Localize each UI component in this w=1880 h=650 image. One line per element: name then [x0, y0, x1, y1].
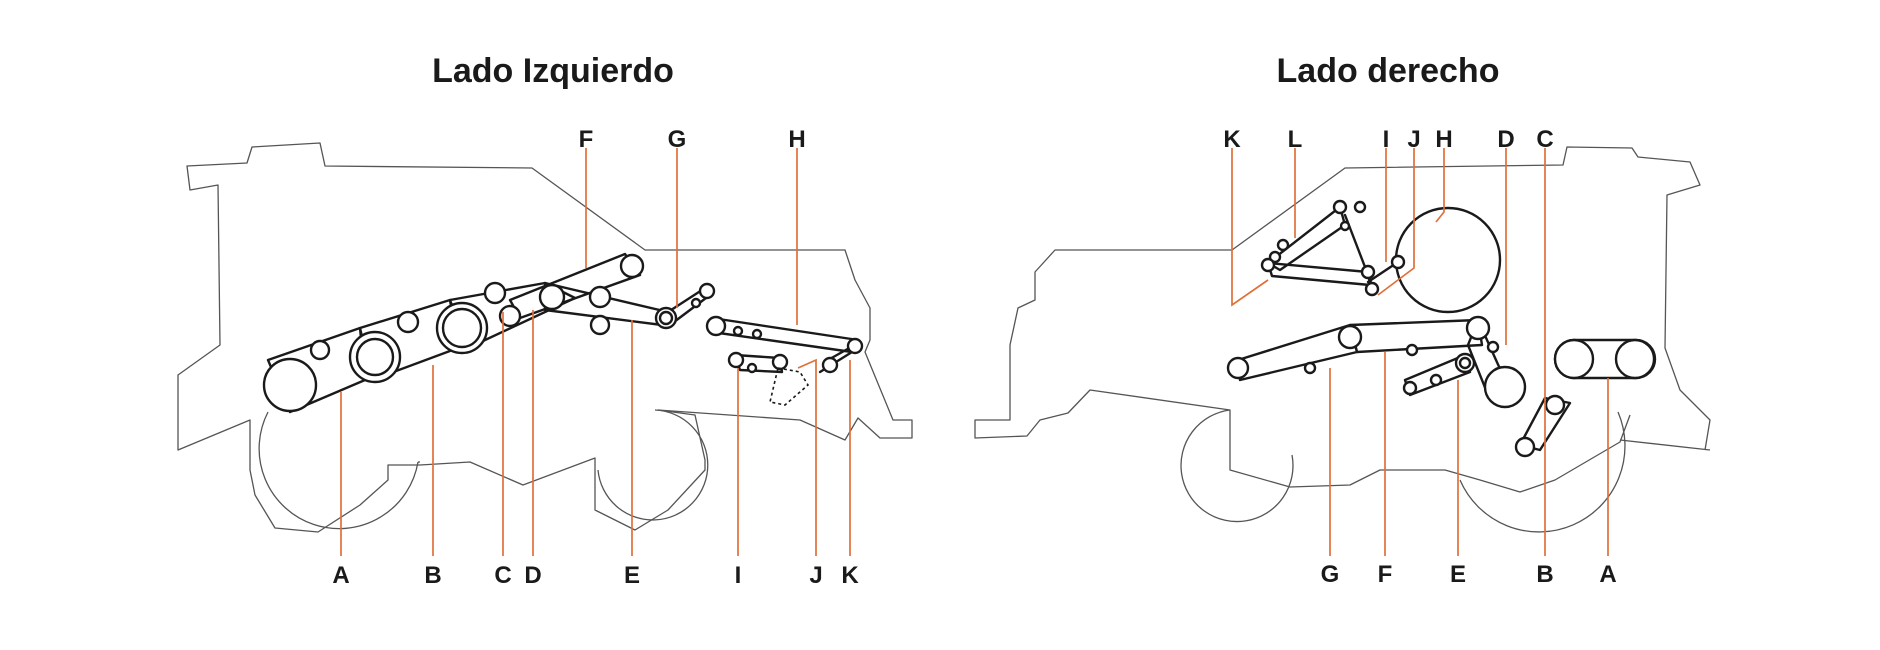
left-pulley-d2 — [538, 283, 566, 311]
right-pulley-e-inner — [1458, 356, 1472, 370]
left-idler-1 — [309, 339, 331, 361]
leader-right-j — [1377, 148, 1415, 296]
leader-left-j — [797, 358, 817, 556]
label-left-d: D — [524, 562, 541, 589]
right-idler-4 — [1332, 199, 1348, 215]
left-rear-wheel-outline — [597, 409, 709, 521]
label-right-g: G — [1321, 561, 1340, 588]
right-pulley-k — [1260, 257, 1276, 273]
label-left-j: J — [809, 562, 822, 589]
label-left-a: A — [332, 562, 349, 589]
left-side-title: Lado Izquierdo — [432, 52, 674, 90]
left-idler-7 — [690, 297, 702, 309]
left-belt-j-dashed — [769, 367, 810, 406]
left-idler-8 — [732, 325, 744, 337]
left-pulley-h2 — [846, 337, 864, 355]
right-idler-11 — [1486, 340, 1500, 354]
right-machine-body-outline — [974, 146, 1711, 493]
label-right-k: K — [1223, 126, 1241, 153]
right-pulley-h — [1394, 206, 1502, 314]
left-pulley-h — [705, 315, 727, 337]
label-right-b: B — [1536, 561, 1553, 588]
left-machine-body-outline — [177, 142, 913, 533]
right-idler-13 — [1402, 380, 1418, 396]
left-idler-10 — [746, 362, 758, 374]
left-belt-h — [710, 316, 860, 354]
left-front-wheel-outline — [258, 411, 419, 530]
right-idler-10 — [1405, 343, 1419, 357]
label-right-d: D — [1497, 126, 1514, 153]
right-idler-3 — [1364, 281, 1380, 297]
label-left-c: C — [494, 562, 511, 589]
left-belt-g — [666, 288, 704, 314]
label-left-b: B — [424, 562, 441, 589]
right-idler-1 — [1390, 254, 1406, 270]
leader-right-h — [1435, 148, 1445, 223]
right-pulley-g — [1226, 356, 1250, 380]
left-idler-5 — [589, 314, 611, 336]
label-right-h: H — [1435, 126, 1452, 153]
left-idler-2 — [396, 310, 420, 334]
right-pulley-b — [1544, 394, 1566, 416]
label-right-e: E — [1450, 561, 1466, 588]
left-idler-6 — [698, 282, 716, 300]
right-idler-2 — [1360, 264, 1376, 280]
left-idler-3 — [483, 281, 507, 305]
right-pulley-f — [1337, 324, 1363, 350]
label-right-a: A — [1599, 561, 1616, 588]
right-pulley-a2 — [1614, 338, 1656, 380]
right-front-skirt — [1619, 439, 1711, 451]
left-belt-g2 — [672, 296, 708, 324]
left-pulley-i2 — [771, 353, 789, 371]
label-right-f: F — [1378, 561, 1393, 588]
right-idler-7 — [1276, 238, 1290, 252]
label-left-i: I — [735, 562, 742, 589]
left-machine: F G H A B C D E I J K — [177, 126, 913, 589]
left-pulley-a — [262, 357, 318, 413]
right-idler-9 — [1303, 361, 1317, 375]
right-idler-6 — [1339, 220, 1351, 232]
label-left-f: F — [579, 126, 594, 153]
right-machine: K L I J H D C G F E B A — [974, 126, 1711, 588]
right-pulley-e2 — [1483, 365, 1527, 409]
left-pulley-f — [619, 253, 645, 279]
left-pulley-i — [727, 351, 745, 369]
right-side-title: Lado derecho — [1276, 52, 1500, 90]
right-rear-wheel-outline — [1180, 409, 1294, 523]
left-pulley-d — [498, 304, 522, 328]
label-right-j: J — [1407, 126, 1420, 153]
left-idler-9 — [751, 328, 763, 340]
label-left-k: K — [841, 562, 859, 589]
leader-right-k — [1231, 148, 1269, 307]
right-idler-12 — [1429, 373, 1443, 387]
right-idler-5 — [1353, 200, 1367, 214]
label-left-e: E — [624, 562, 640, 589]
right-front-wheel-outline — [1459, 411, 1626, 533]
left-pulley-c-outer — [435, 301, 489, 355]
label-left-g: G — [668, 126, 687, 153]
right-pulley-b2 — [1514, 436, 1536, 458]
right-pulley-e — [1454, 352, 1476, 374]
left-pulley-b-inner — [355, 337, 395, 377]
left-pulley-k — [821, 356, 839, 374]
label-right-l: L — [1288, 126, 1303, 153]
left-idler-4 — [588, 285, 612, 309]
label-right-i: I — [1383, 126, 1390, 153]
left-pulley-g-inner — [658, 310, 674, 326]
right-pulley-a1 — [1553, 338, 1595, 380]
right-pulley-d — [1465, 315, 1491, 341]
left-pulley-c-inner — [441, 307, 483, 349]
label-left-h: H — [788, 126, 805, 153]
label-right-c: C — [1536, 126, 1553, 153]
